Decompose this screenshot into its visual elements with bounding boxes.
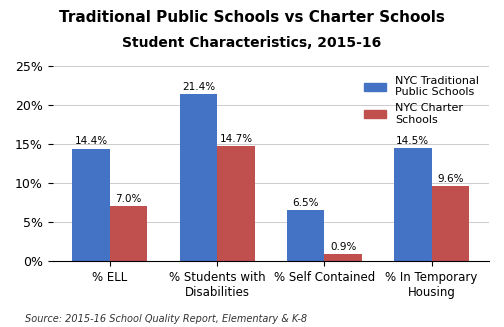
Text: Traditional Public Schools vs Charter Schools: Traditional Public Schools vs Charter Sc…	[59, 10, 445, 25]
Text: 14.5%: 14.5%	[396, 135, 429, 146]
Text: 21.4%: 21.4%	[182, 81, 215, 92]
Text: 0.9%: 0.9%	[330, 242, 356, 252]
Bar	[110, 206, 148, 261]
Bar	[179, 94, 217, 261]
Bar	[73, 149, 110, 261]
Text: Student Characteristics, 2015-16: Student Characteristics, 2015-16	[122, 36, 382, 50]
Bar	[325, 254, 362, 261]
Text: Source: 2015-16 School Quality Report, Elementary & K-8: Source: 2015-16 School Quality Report, E…	[25, 314, 307, 324]
Text: 6.5%: 6.5%	[292, 198, 319, 208]
Legend: NYC Traditional
Public Schools, NYC Charter
Schools: NYC Traditional Public Schools, NYC Char…	[359, 71, 483, 129]
Bar	[217, 146, 255, 261]
Bar	[431, 186, 469, 261]
Text: 9.6%: 9.6%	[437, 174, 464, 184]
Text: 14.7%: 14.7%	[219, 134, 253, 144]
Text: 14.4%: 14.4%	[75, 136, 108, 146]
Text: 7.0%: 7.0%	[115, 194, 142, 204]
Bar	[394, 148, 431, 261]
Bar	[287, 210, 325, 261]
